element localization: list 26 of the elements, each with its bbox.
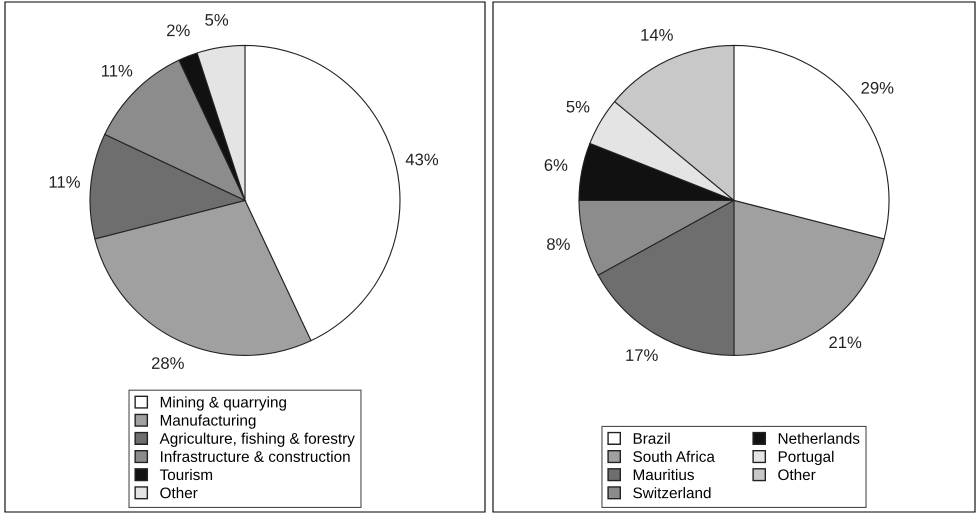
legend-label: Agriculture, fishing & forestry (160, 432, 355, 447)
legend-label: South Africa (633, 450, 715, 462)
data-label: 5% (566, 100, 590, 113)
data-label: 11% (102, 64, 132, 77)
legend-label: Mauritius (634, 468, 694, 480)
legend-label: Other (778, 468, 816, 480)
data-label: 17% (626, 349, 658, 361)
data-label: 29% (861, 82, 894, 94)
data-label: 5% (205, 14, 228, 26)
data-label: 8% (547, 238, 570, 250)
data-label: 21% (829, 336, 862, 348)
legend-label: Infrastructure & construction (160, 450, 350, 462)
legend-label: Tourism (160, 468, 212, 480)
legend-label: Switzerland (633, 487, 711, 498)
legend-label: Manufacturing (160, 414, 256, 429)
legend-label: Brazil (634, 432, 670, 444)
data-label: 14% (641, 29, 673, 41)
legend-label: Portugal (778, 450, 834, 466)
data-label: 43% (406, 154, 438, 166)
legend-label: Other (160, 487, 198, 498)
data-label: 6% (544, 159, 568, 171)
legend-label: Netherlands (778, 432, 860, 444)
data-label: 28% (152, 357, 184, 369)
legend-label: Mining & quarrying (160, 396, 286, 411)
data-label: 2% (167, 24, 190, 36)
data-label: 11% (50, 176, 80, 188)
